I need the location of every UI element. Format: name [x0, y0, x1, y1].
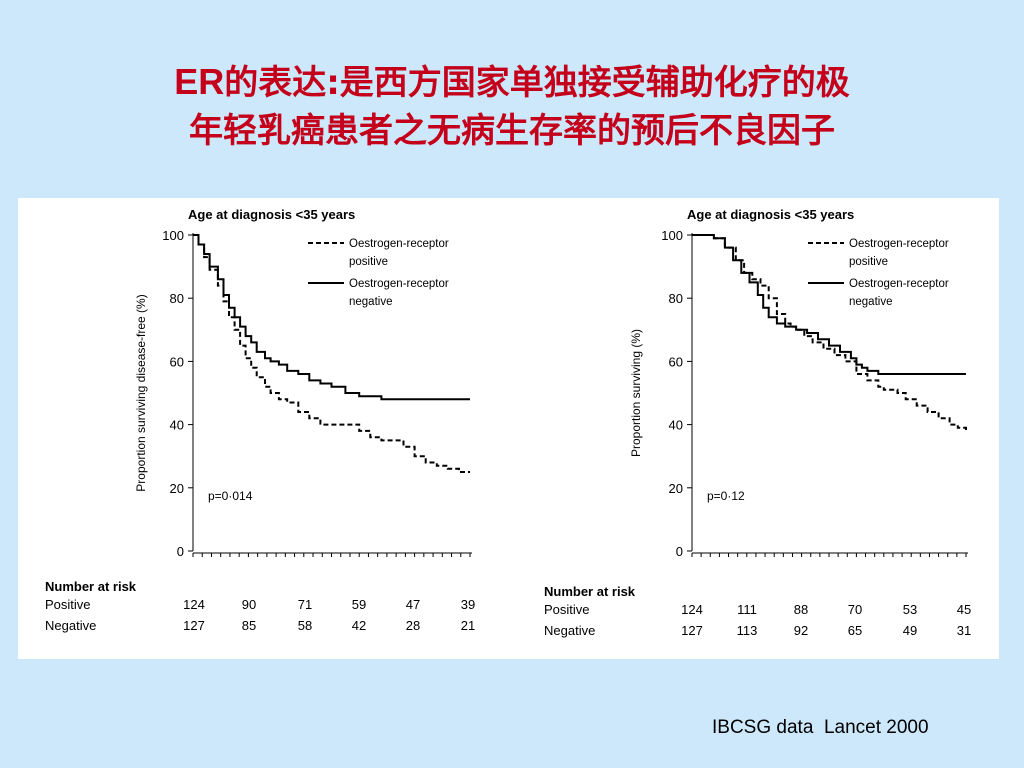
risk-value: 124 [681, 602, 703, 617]
series-line-positive [692, 234, 967, 431]
title-line-2: 年轻乳癌患者之无病生存率的预后不良因子 [189, 111, 835, 151]
risk-value: 58 [298, 618, 312, 633]
y-tick-label: 60 [669, 354, 683, 369]
y-tick-label: 100 [661, 228, 683, 243]
series-line-negative [692, 234, 966, 375]
series-line-negative [193, 234, 470, 401]
p-value: p=0·12 [707, 489, 745, 503]
legend-label-cont: positive [349, 256, 388, 268]
y-axis-label: Proportion surviving disease-free (%) [134, 294, 148, 491]
p-value: p=0·014 [208, 489, 253, 503]
risk-value: 45 [957, 602, 971, 617]
source-citation: IBCSG data Lancet 2000 [712, 717, 929, 738]
y-tick-label: 80 [170, 291, 184, 306]
legend-label-cont: negative [849, 296, 892, 308]
risk-value: 59 [352, 597, 366, 612]
risk-row-label: Positive [544, 602, 590, 617]
title-line-1-text: 的表达:是西方国家单独接受辅助化疗的极 [224, 63, 850, 103]
y-tick-label: 100 [162, 228, 184, 243]
legend-label-cont: negative [349, 296, 392, 308]
chart-title: Age at diagnosis <35 years [188, 207, 355, 222]
risk-value: 21 [461, 618, 475, 633]
risk-row-label: Positive [45, 597, 91, 612]
risk-value: 47 [406, 597, 420, 612]
risk-value: 28 [406, 618, 420, 633]
survival-charts: Age at diagnosis <35 years 0 20 40 60 80 100 Pr… [45, 207, 971, 638]
y-tick-label: 80 [669, 291, 683, 306]
legend-label: Oestrogen-receptor [349, 278, 449, 290]
title-line-1: ER的表达:是西方国家单独接受辅助化疗的极 [0, 58, 1024, 107]
risk-value: 49 [903, 623, 917, 638]
risk-row-label: Negative [45, 618, 96, 633]
risk-value: 42 [352, 618, 366, 633]
risk-value: 113 [737, 623, 758, 638]
y-tick-label: 60 [170, 354, 184, 369]
series-line-positive [193, 234, 470, 473]
risk-value: 88 [794, 602, 808, 617]
risk-table-heading: Number at risk [544, 584, 636, 599]
risk-value: 53 [903, 602, 917, 617]
risk-value: 92 [794, 623, 808, 638]
figure-panel: Age at diagnosis <35 years 0 20 40 60 80 100 Pr… [18, 198, 999, 659]
y-tick-label: 40 [669, 418, 683, 433]
legend-label: Oestrogen-receptor [849, 238, 949, 250]
y-tick-label: 0 [177, 544, 184, 559]
slide-title: ER的表达:是西方国家单独接受辅助化疗的极 年轻乳癌患者之无病生存率的预后不良因… [0, 58, 1024, 155]
risk-value: 85 [242, 618, 256, 633]
risk-value: 90 [242, 597, 256, 612]
risk-value: 71 [298, 597, 312, 612]
y-tick-label: 20 [669, 481, 683, 496]
y-axis-label: Proportion surviving (%) [629, 329, 643, 457]
risk-value: 65 [848, 623, 862, 638]
risk-value: 127 [681, 623, 703, 638]
title-er: ER [174, 61, 225, 102]
risk-value: 39 [461, 597, 475, 612]
chart-title: Age at diagnosis <35 years [687, 207, 854, 222]
risk-table-heading: Number at risk [45, 579, 137, 594]
risk-row-label: Negative [544, 623, 595, 638]
legend-label-cont: positive [849, 256, 888, 268]
y-tick-label: 20 [170, 481, 184, 496]
risk-value: 127 [183, 618, 205, 633]
legend-label: Oestrogen-receptor [849, 278, 949, 290]
legend-label: Oestrogen-receptor [349, 238, 449, 250]
risk-value: 70 [848, 602, 862, 617]
y-tick-label: 0 [676, 544, 683, 559]
risk-value: 111 [737, 602, 757, 617]
risk-value: 124 [183, 597, 205, 612]
y-tick-label: 40 [170, 418, 184, 433]
risk-value: 31 [957, 623, 971, 638]
